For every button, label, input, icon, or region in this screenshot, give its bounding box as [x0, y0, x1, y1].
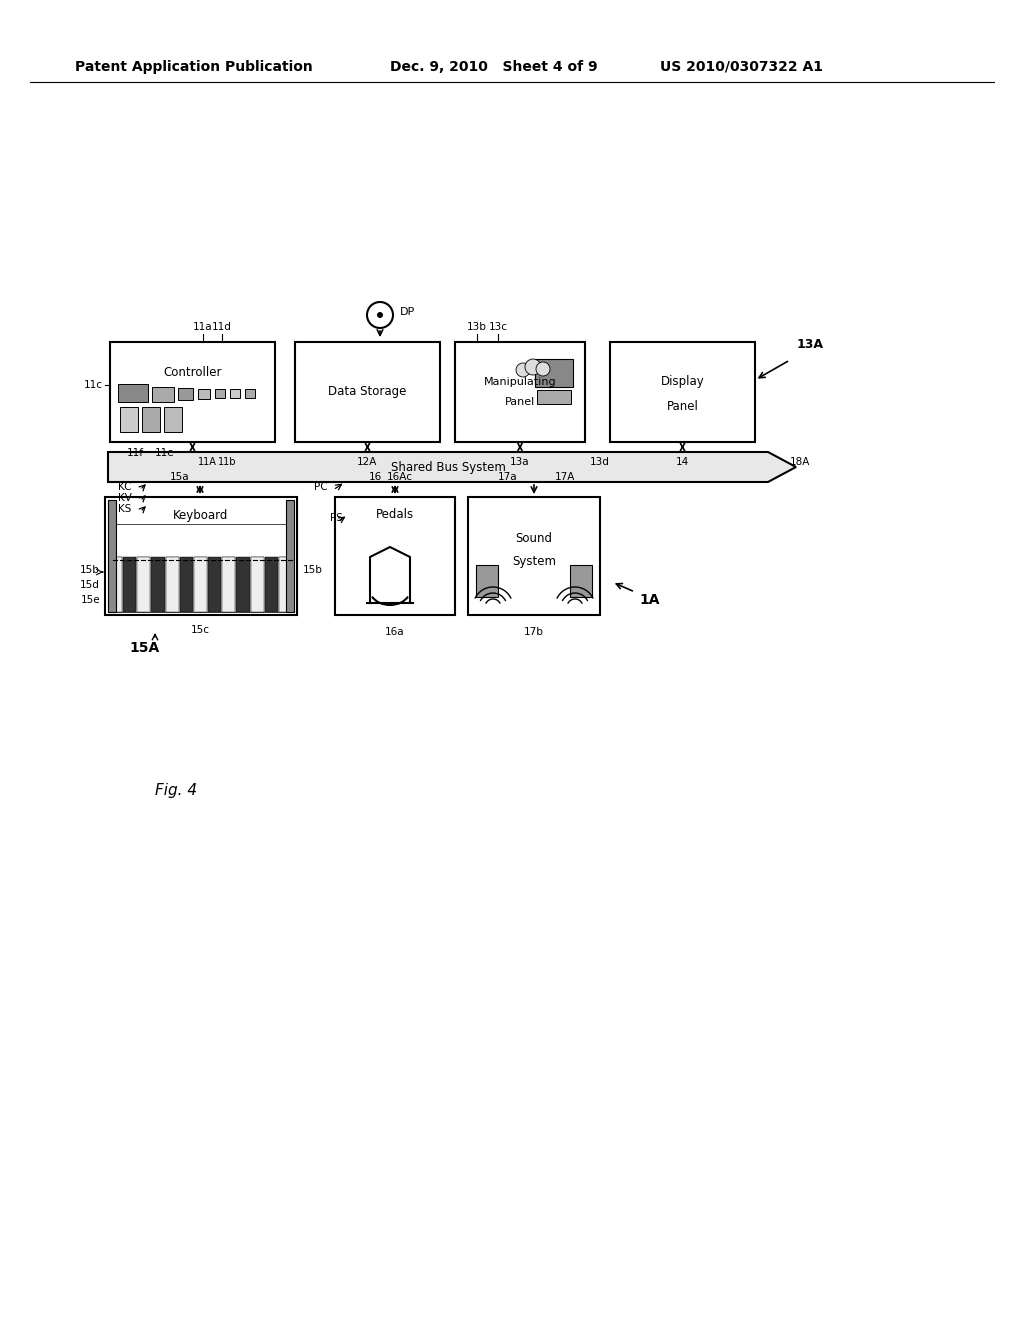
- Text: 16Ac: 16Ac: [387, 473, 413, 482]
- Text: 13d: 13d: [590, 457, 610, 467]
- Text: 12A: 12A: [357, 457, 378, 467]
- Text: 15b: 15b: [80, 565, 100, 576]
- Text: 14: 14: [676, 457, 689, 467]
- Text: PC: PC: [314, 482, 328, 492]
- Text: KC: KC: [118, 482, 131, 492]
- Bar: [123, 557, 136, 612]
- Bar: [194, 557, 207, 612]
- Bar: [152, 387, 174, 403]
- Text: Manipulating: Manipulating: [483, 378, 556, 387]
- Bar: [152, 557, 165, 612]
- Bar: [198, 389, 210, 399]
- Bar: [476, 565, 498, 597]
- Text: 15b: 15b: [303, 565, 323, 576]
- Text: 13c: 13c: [488, 322, 508, 333]
- Text: 11A: 11A: [198, 457, 216, 467]
- Bar: [137, 557, 151, 612]
- Bar: [237, 557, 250, 612]
- Text: 11e: 11e: [156, 447, 175, 458]
- Text: KV: KV: [118, 492, 132, 503]
- Bar: [137, 557, 151, 612]
- Bar: [455, 342, 585, 442]
- Bar: [264, 557, 278, 612]
- Text: 13A: 13A: [797, 338, 823, 351]
- Bar: [335, 498, 455, 615]
- Text: KS: KS: [118, 504, 131, 513]
- Text: 13b: 13b: [467, 322, 487, 333]
- Circle shape: [516, 363, 530, 378]
- Text: Panel: Panel: [505, 397, 536, 407]
- Text: 16: 16: [369, 473, 382, 482]
- Text: 11a: 11a: [194, 322, 213, 333]
- Bar: [180, 557, 193, 612]
- Text: Patent Application Publication: Patent Application Publication: [75, 59, 312, 74]
- Bar: [109, 557, 122, 612]
- Bar: [215, 389, 225, 399]
- Text: PS: PS: [330, 513, 343, 523]
- Bar: [120, 407, 138, 432]
- Text: 17A: 17A: [555, 473, 575, 482]
- Bar: [118, 384, 148, 403]
- Bar: [208, 557, 221, 612]
- Bar: [279, 557, 292, 612]
- Bar: [166, 557, 179, 612]
- Bar: [142, 407, 160, 432]
- Circle shape: [525, 359, 541, 375]
- Text: Data Storage: Data Storage: [329, 385, 407, 399]
- Text: Dec. 9, 2010   Sheet 4 of 9: Dec. 9, 2010 Sheet 4 of 9: [390, 59, 598, 74]
- Bar: [166, 557, 179, 612]
- Text: Panel: Panel: [667, 400, 698, 413]
- Bar: [105, 498, 297, 615]
- Text: 17b: 17b: [524, 627, 544, 638]
- Text: DP: DP: [400, 308, 416, 317]
- Bar: [468, 498, 600, 615]
- Bar: [570, 565, 592, 597]
- Text: 1A: 1A: [640, 593, 660, 607]
- Text: 15a: 15a: [170, 473, 189, 482]
- Bar: [251, 557, 264, 612]
- Bar: [222, 557, 236, 612]
- Bar: [222, 557, 236, 612]
- Text: Display: Display: [660, 375, 705, 388]
- Text: Sound: Sound: [515, 532, 553, 545]
- Text: Pedals: Pedals: [376, 508, 414, 521]
- Bar: [110, 342, 275, 442]
- Text: 11c: 11c: [84, 380, 103, 389]
- Polygon shape: [108, 451, 796, 482]
- Bar: [108, 524, 294, 612]
- Text: 15c: 15c: [190, 624, 210, 635]
- Bar: [251, 557, 264, 612]
- Text: Controller: Controller: [163, 366, 222, 379]
- Text: 11d: 11d: [212, 322, 232, 333]
- Text: 17a: 17a: [499, 473, 518, 482]
- Text: 11b: 11b: [218, 457, 237, 467]
- Text: Keyboard: Keyboard: [173, 508, 228, 521]
- Circle shape: [536, 362, 550, 376]
- Bar: [535, 359, 573, 387]
- Bar: [537, 389, 571, 404]
- Bar: [164, 407, 182, 432]
- Text: Shared Bus System: Shared Bus System: [390, 461, 506, 474]
- Bar: [610, 342, 755, 442]
- Bar: [109, 557, 122, 612]
- Bar: [230, 389, 240, 399]
- Text: 11f: 11f: [127, 447, 143, 458]
- Bar: [108, 500, 116, 612]
- Text: 18A: 18A: [790, 457, 810, 467]
- Text: 15d: 15d: [80, 579, 100, 590]
- Text: System: System: [512, 556, 556, 569]
- Text: 15e: 15e: [80, 595, 100, 605]
- Bar: [295, 342, 440, 442]
- Circle shape: [377, 312, 383, 318]
- Bar: [245, 389, 255, 399]
- Bar: [286, 500, 294, 612]
- Bar: [178, 388, 193, 400]
- Text: 13a: 13a: [510, 457, 529, 467]
- Bar: [194, 557, 207, 612]
- Text: Fig. 4: Fig. 4: [155, 783, 198, 797]
- Text: US 2010/0307322 A1: US 2010/0307322 A1: [660, 59, 823, 74]
- Text: 15A: 15A: [130, 642, 160, 655]
- Text: 16a: 16a: [385, 627, 404, 638]
- Bar: [279, 557, 292, 612]
